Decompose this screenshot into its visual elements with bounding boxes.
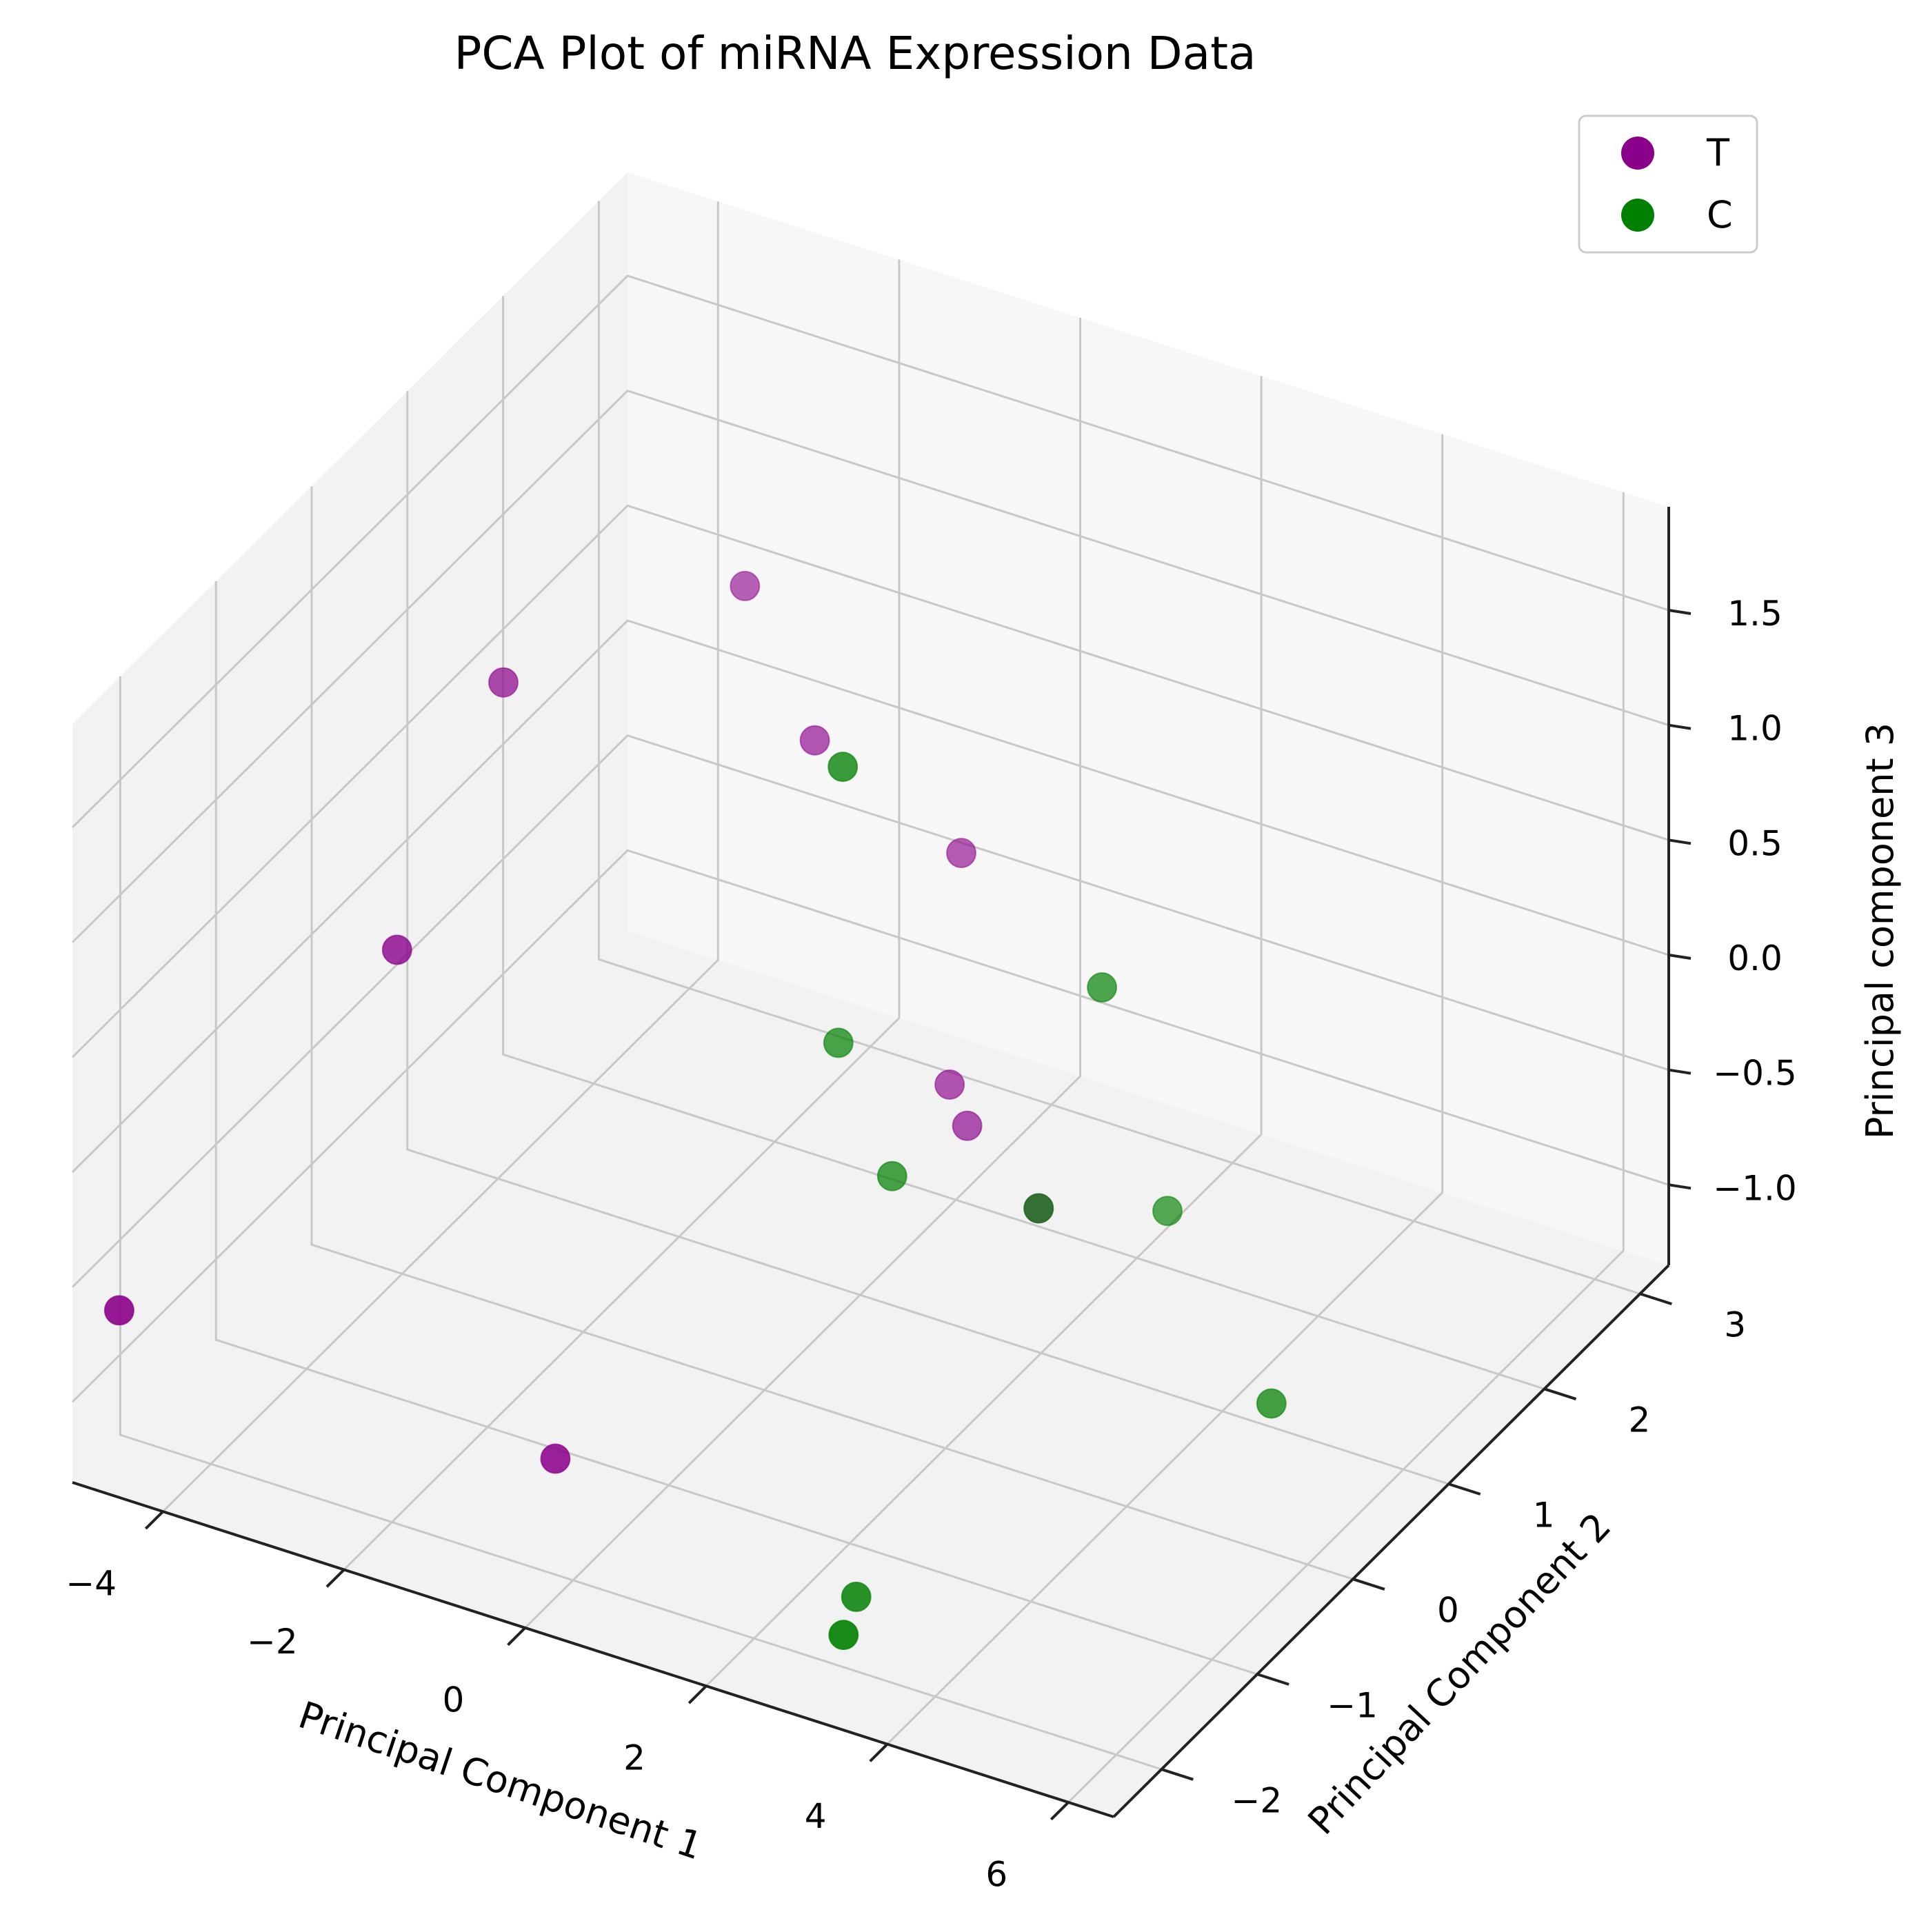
z-tick-label: −1.0 — [1713, 1168, 1796, 1208]
legend: T C — [1578, 114, 1758, 254]
y-tick-label: 1 — [1533, 1496, 1555, 1536]
y-grid-line — [310, 486, 1354, 1580]
z-tick-mark — [1668, 954, 1692, 960]
y-grid-line — [214, 581, 1258, 1676]
x-tick-label: 0 — [442, 1680, 464, 1720]
point-t — [540, 1443, 571, 1474]
point-t — [381, 934, 412, 965]
x-tick-label: −4 — [66, 1564, 117, 1604]
legend-label-c: C — [1707, 193, 1733, 237]
x-grid-line — [886, 434, 1444, 1745]
x-axis-label: Principal Component 1 — [294, 1693, 708, 1868]
axis-lines — [72, 507, 1692, 1821]
back-pane — [628, 172, 1669, 1265]
x-tick-label: 6 — [985, 1854, 1007, 1894]
point-c — [1087, 972, 1118, 1003]
y-grid-line — [406, 391, 1449, 1485]
z-tick-label: 0.0 — [1727, 938, 1783, 978]
axis-panes — [72, 172, 1669, 1817]
point-c — [828, 1620, 859, 1651]
z-tick-mark — [1668, 1183, 1692, 1190]
z-grid-line — [71, 849, 1669, 1403]
z-axis-label: Principal component 3 — [1858, 723, 1902, 1139]
point-t — [488, 667, 519, 698]
z-tick-mark — [1668, 1068, 1692, 1075]
z-tick-mark — [1668, 609, 1692, 615]
point-t — [730, 570, 761, 601]
z-tick-label: 1.5 — [1727, 594, 1783, 634]
x-tick-mark — [144, 1510, 164, 1530]
z-tick-label: 0.5 — [1727, 823, 1783, 863]
point-c — [827, 752, 859, 783]
y-grid-line — [597, 201, 1640, 1295]
y-tick-label: −1 — [1327, 1685, 1378, 1725]
point-c — [841, 1581, 872, 1612]
x-tick-label: 2 — [623, 1738, 645, 1778]
z-tick-mark — [1668, 838, 1692, 845]
legend-marker-t — [1621, 137, 1654, 170]
z-grid-line — [71, 504, 1669, 1058]
y-tick-label: 2 — [1628, 1400, 1650, 1440]
x-tick-mark — [687, 1684, 707, 1704]
point-c — [1256, 1388, 1287, 1419]
point-t — [934, 1069, 965, 1100]
point-t — [103, 1295, 134, 1326]
chart-title: PCA Plot of miRNA Expression Data — [454, 27, 1256, 80]
x-grid-line — [343, 259, 901, 1571]
y-tick-label: −2 — [1231, 1780, 1282, 1820]
x-grid-line — [705, 376, 1263, 1687]
grid-lines — [71, 201, 1669, 1803]
x-tick-mark — [1050, 1801, 1070, 1821]
x-tick-mark — [325, 1569, 345, 1588]
y-tick-mark — [1543, 1387, 1577, 1400]
z-grid-line — [71, 734, 1669, 1288]
floor-pane — [72, 931, 1669, 1817]
x-tick-mark — [507, 1627, 526, 1647]
point-c — [1152, 1196, 1183, 1227]
y-tick-label: 3 — [1724, 1305, 1746, 1345]
point-c — [1023, 1193, 1054, 1224]
y-tick-mark — [1161, 1768, 1194, 1781]
point-c — [876, 1160, 907, 1191]
z-tick-label: −0.5 — [1713, 1054, 1796, 1094]
point-t — [952, 1110, 983, 1141]
legend-label-t: T — [1706, 131, 1730, 174]
legend-marker-c — [1621, 199, 1654, 232]
y-grid-line — [119, 676, 1162, 1771]
z-grid-line — [71, 389, 1669, 943]
y-tick-mark — [1448, 1482, 1481, 1496]
x-tick-label: −2 — [247, 1622, 298, 1662]
left-pane — [72, 172, 628, 1482]
data-points — [103, 570, 1287, 1651]
y-tick-label: 0 — [1437, 1591, 1459, 1631]
tick-labels: −4 −2 0 2 4 6 −2 −1 0 1 2 3 −1.0 −0.5 0.0 0.5 1.0 1.5 — [66, 594, 1796, 1894]
point-c — [823, 1027, 854, 1058]
point-t — [946, 838, 976, 869]
x-grid-line — [524, 317, 1081, 1629]
x-grid-line — [1067, 492, 1625, 1803]
y-grid-line — [502, 296, 1545, 1390]
y-axis-line — [1112, 1264, 1670, 1818]
z-grid-line — [71, 274, 1669, 829]
x-grid-line — [162, 201, 719, 1513]
y-tick-mark — [1639, 1292, 1672, 1306]
x-tick-mark — [869, 1743, 889, 1762]
x-tick-label: 4 — [805, 1796, 827, 1836]
z-tick-label: 1.0 — [1727, 709, 1783, 749]
point-t — [799, 725, 830, 756]
y-tick-mark — [1352, 1578, 1385, 1591]
z-grid-line — [71, 619, 1669, 1174]
x-axis-line — [72, 1481, 1114, 1818]
z-tick-mark — [1668, 723, 1692, 730]
y-tick-mark — [1256, 1673, 1289, 1686]
